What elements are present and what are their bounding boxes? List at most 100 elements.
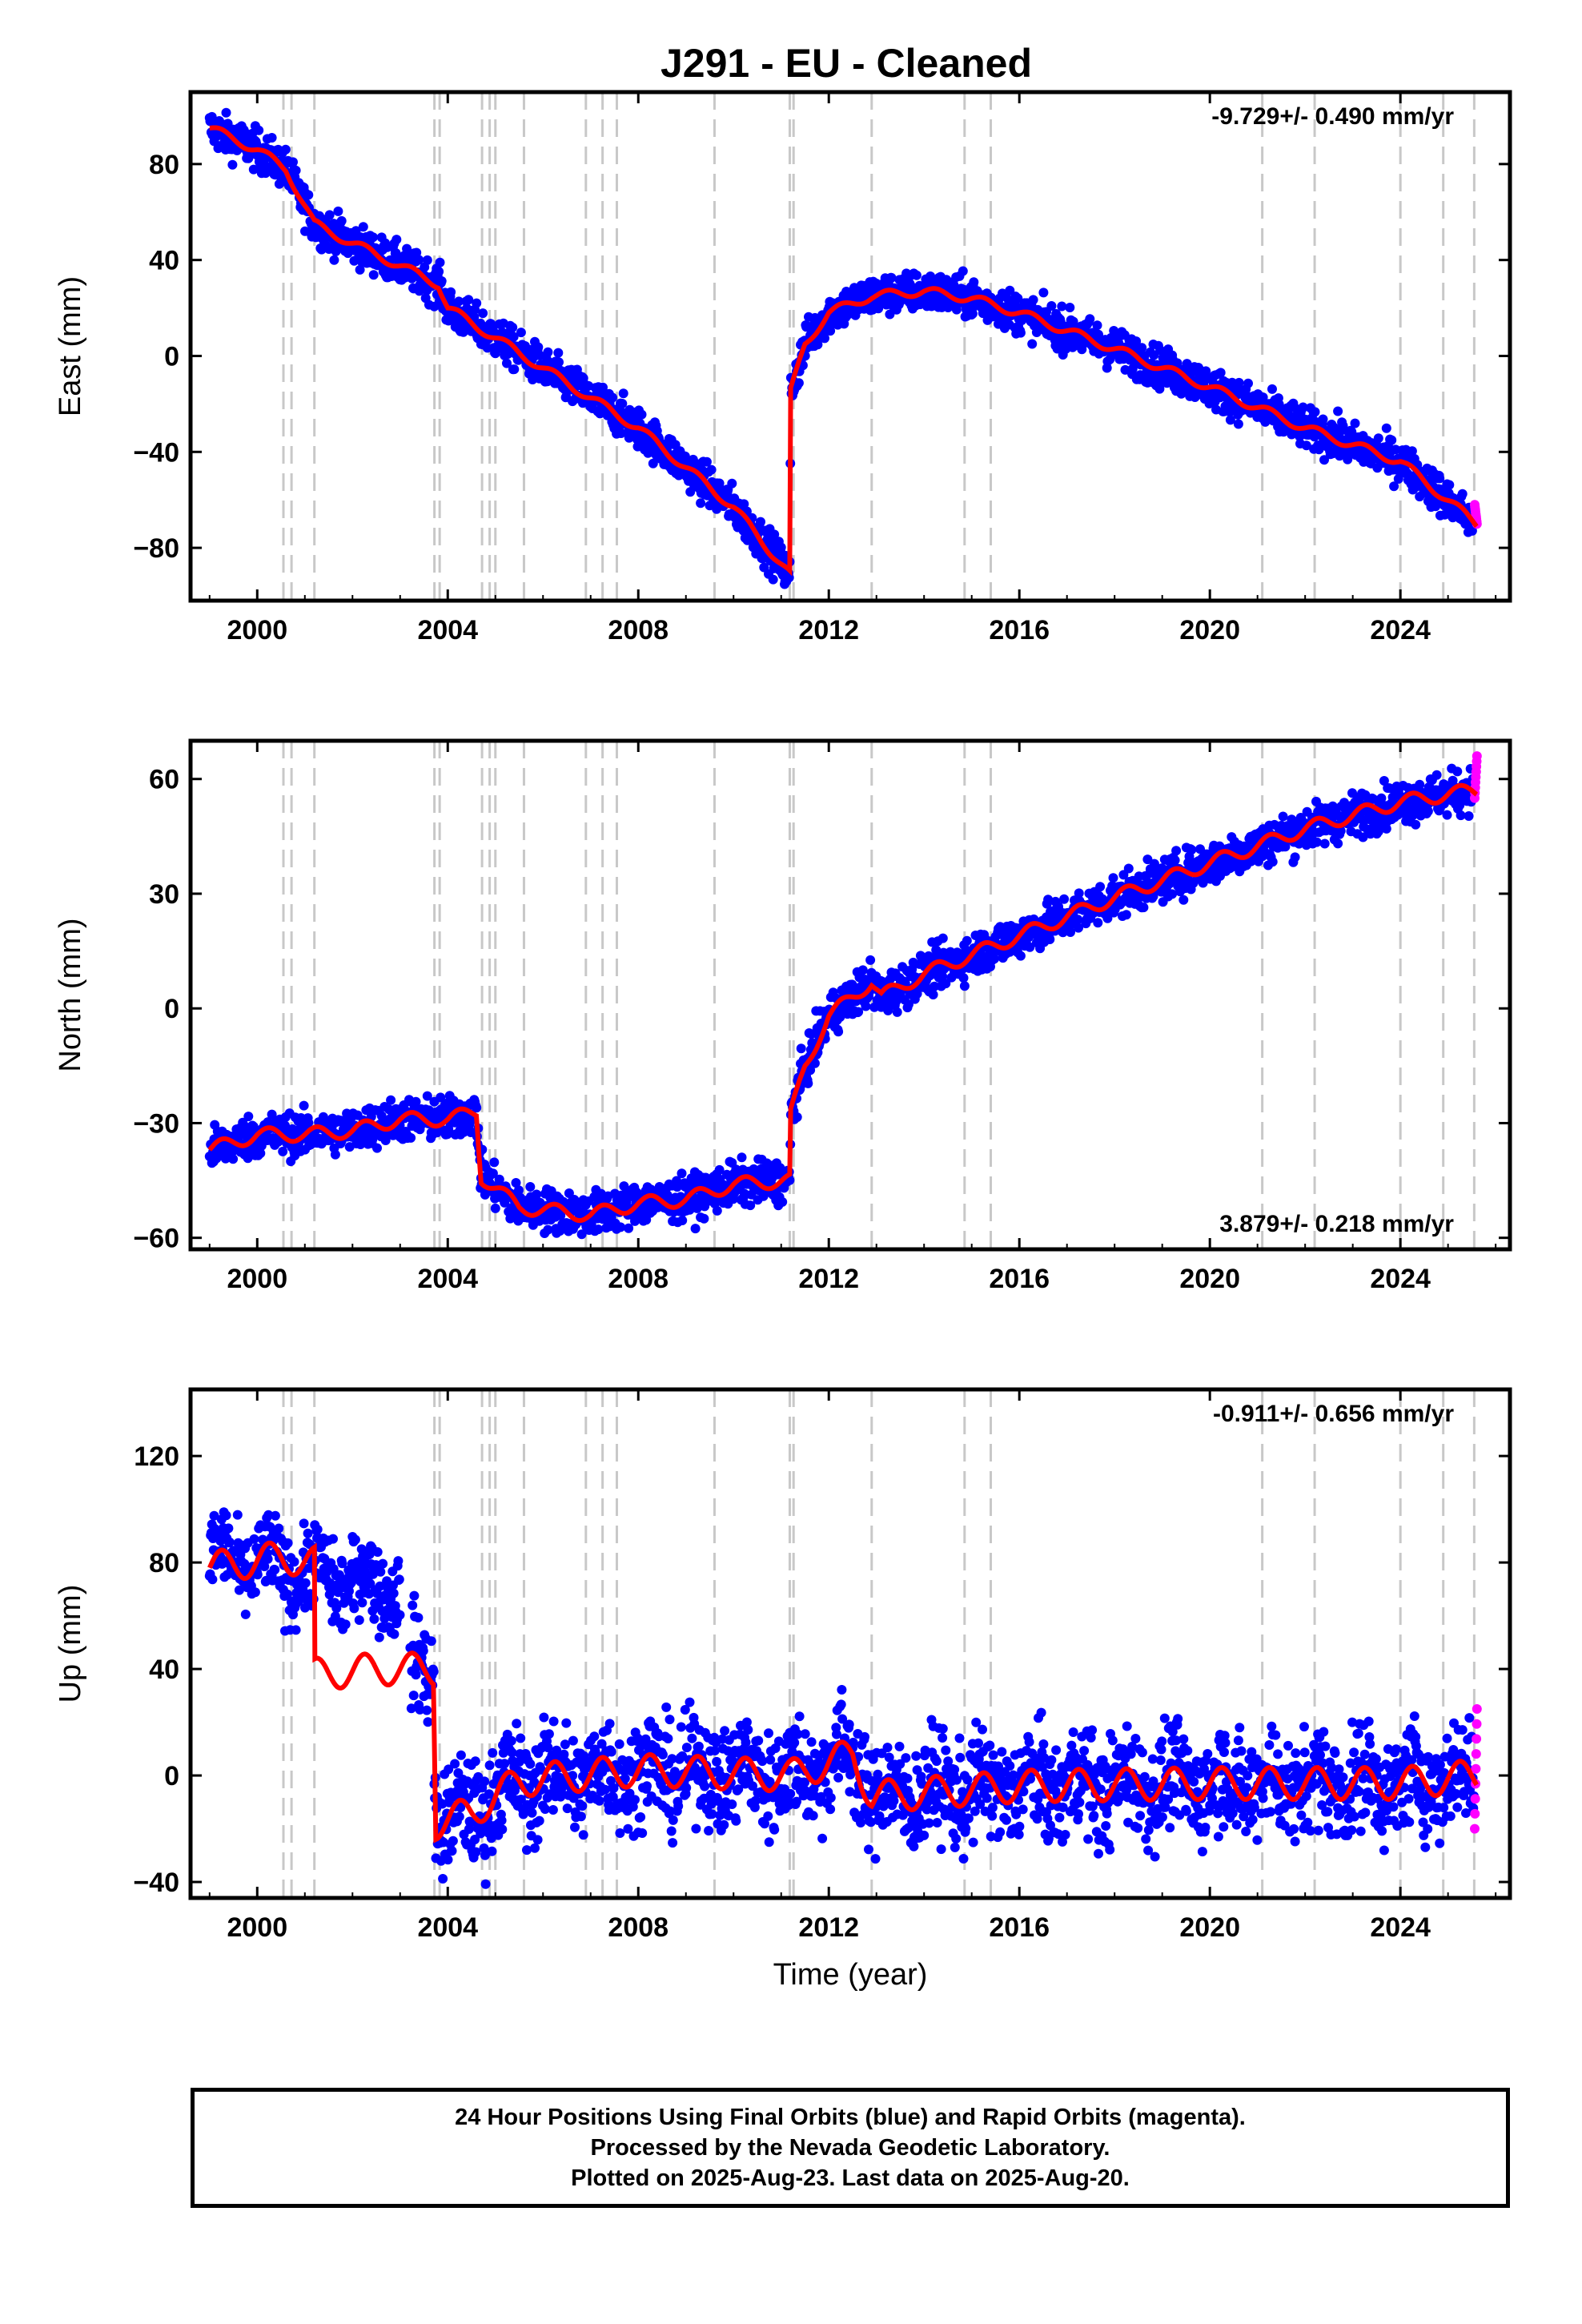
data-point xyxy=(1057,301,1067,312)
data-point xyxy=(636,409,647,420)
data-point xyxy=(1085,314,1095,324)
data-point xyxy=(793,378,804,388)
scatter-up xyxy=(204,1507,1482,1889)
y-tick-label: −30 xyxy=(133,1108,179,1139)
data-point xyxy=(1225,415,1235,425)
data-point xyxy=(434,267,444,277)
data-point xyxy=(374,1632,384,1642)
data-point xyxy=(853,1007,864,1017)
data-point xyxy=(616,428,626,438)
data-point xyxy=(395,1610,405,1620)
x-tick-label: 2004 xyxy=(417,1264,478,1294)
data-point xyxy=(1215,368,1226,378)
y-tick-label: 30 xyxy=(149,879,179,910)
data-point xyxy=(1267,384,1277,394)
data-point xyxy=(240,1609,251,1619)
data-point xyxy=(1311,837,1322,847)
data-point xyxy=(1028,295,1038,305)
scatter-east xyxy=(204,107,1482,589)
data-point xyxy=(408,1600,418,1610)
data-point xyxy=(488,1168,498,1179)
x-tick-label: 2012 xyxy=(798,1264,859,1294)
y-tick-label: 0 xyxy=(164,341,179,372)
data-point xyxy=(333,206,343,216)
data-point xyxy=(1170,855,1180,866)
data-point xyxy=(696,498,706,509)
data-point xyxy=(355,264,365,275)
data-point xyxy=(472,1103,482,1113)
y-tick-label: 40 xyxy=(149,246,179,276)
data-point xyxy=(805,1065,816,1076)
data-point xyxy=(777,1196,788,1207)
data-point xyxy=(1391,444,1401,455)
x-tick-label: 2012 xyxy=(798,615,859,645)
data-point xyxy=(1109,326,1119,336)
data-point xyxy=(672,1182,682,1192)
data-point xyxy=(1027,339,1038,349)
data-point xyxy=(1373,433,1383,444)
data-point xyxy=(746,1189,757,1200)
data-point xyxy=(543,1224,553,1235)
data-point xyxy=(372,1547,383,1557)
data-point xyxy=(509,364,520,375)
rate-label-north: 3.879+/- 0.218 mm/yr xyxy=(1219,1211,1454,1237)
data-point xyxy=(648,458,658,468)
data-point xyxy=(1423,806,1433,816)
data-point xyxy=(289,1557,299,1567)
data-point xyxy=(959,981,970,991)
data-point xyxy=(291,165,301,175)
data-point xyxy=(1138,903,1149,913)
data-point xyxy=(967,308,978,319)
data-point xyxy=(543,347,553,357)
data-point xyxy=(1333,838,1343,849)
data-point xyxy=(228,1154,239,1164)
data-point xyxy=(1045,935,1055,944)
x-tick-label: 2000 xyxy=(227,615,287,645)
data-point xyxy=(280,144,291,155)
data-point xyxy=(958,266,968,276)
data-point xyxy=(1333,406,1343,416)
data-point xyxy=(885,309,895,320)
data-point xyxy=(865,955,876,965)
data-point xyxy=(355,1140,366,1149)
x-tick-label: 2016 xyxy=(989,615,1050,645)
rate-label-east: -9.729+/- 0.490 mm/yr xyxy=(1211,103,1454,130)
x-tick-label: 2024 xyxy=(1370,615,1431,645)
data-point xyxy=(388,1588,399,1598)
data-point xyxy=(1233,419,1243,429)
data-point xyxy=(1065,303,1075,312)
data-point xyxy=(969,277,979,287)
data-point xyxy=(354,1615,364,1625)
data-point xyxy=(408,1691,419,1701)
data-point xyxy=(372,1143,382,1153)
y-tick-label: −40 xyxy=(133,437,179,468)
data-point xyxy=(1108,873,1118,883)
data-point xyxy=(1038,287,1049,298)
data-point xyxy=(312,1524,323,1534)
data-point xyxy=(1243,378,1253,388)
data-point xyxy=(1387,435,1397,445)
data-point xyxy=(1290,852,1300,862)
data-point xyxy=(616,1222,626,1232)
y-axis-label-north: North (mm) xyxy=(54,918,87,1072)
data-point xyxy=(369,1614,379,1624)
x-tick-label: 2008 xyxy=(608,1264,669,1294)
data-point xyxy=(926,271,936,281)
data-point xyxy=(1171,846,1182,856)
data-point xyxy=(1444,480,1455,490)
data-point xyxy=(714,1164,725,1175)
data-point xyxy=(911,270,921,280)
data-point xyxy=(340,1619,351,1630)
data-point xyxy=(357,1598,367,1608)
data-point xyxy=(1178,895,1189,905)
data-point xyxy=(892,1007,902,1017)
panel-north: 2000 2004 2008 2012 2016 2020 202460300−30−60N… xyxy=(54,738,1512,1294)
data-point xyxy=(270,1565,280,1575)
data-point xyxy=(1267,857,1278,867)
data-point xyxy=(389,1629,400,1639)
data-point xyxy=(938,933,948,943)
data-point xyxy=(1350,418,1360,428)
data-point xyxy=(422,255,432,265)
data-point xyxy=(737,1152,747,1163)
data-point xyxy=(336,215,347,226)
